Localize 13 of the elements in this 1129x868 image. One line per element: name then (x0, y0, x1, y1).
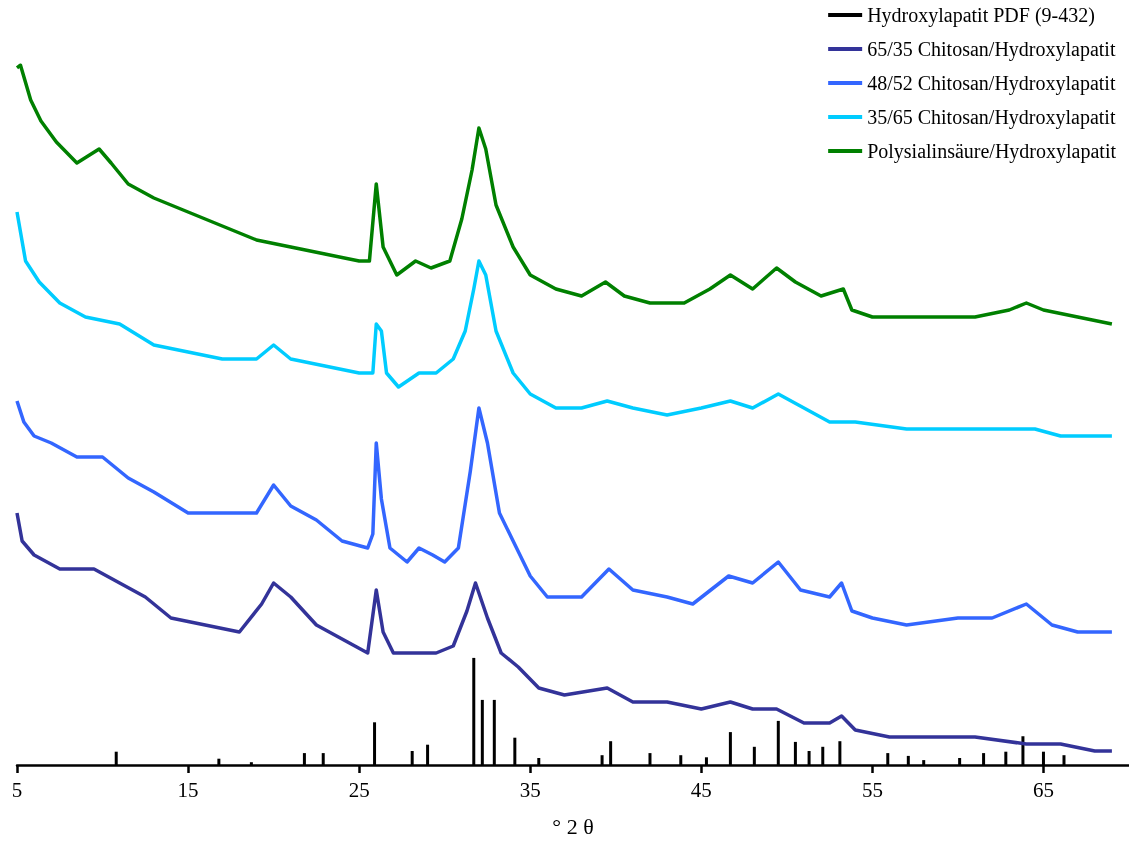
legend-label: 65/35 Chitosan/Hydroxylapatit (867, 38, 1116, 61)
x-tick-label: 65 (1032, 777, 1054, 802)
x-tick-label: 55 (861, 777, 883, 802)
legend-label: 35/65 Chitosan/Hydroxylapatit (867, 106, 1116, 129)
legend-label: Hydroxylapatit PDF (9-432) (867, 4, 1095, 27)
x-tick-label: 5 (11, 777, 23, 802)
legend-label: 48/52 Chitosan/Hydroxylapatit (867, 72, 1116, 95)
x-tick-label: 35 (519, 777, 541, 802)
x-tick-label: 45 (690, 777, 712, 802)
x-axis-title: ° 2 θ (552, 813, 594, 839)
x-tick-label: 25 (348, 777, 370, 802)
legend-label: Polysialinsäure/Hydroxylapatit (867, 140, 1117, 163)
x-tick-label: 15 (177, 777, 199, 802)
